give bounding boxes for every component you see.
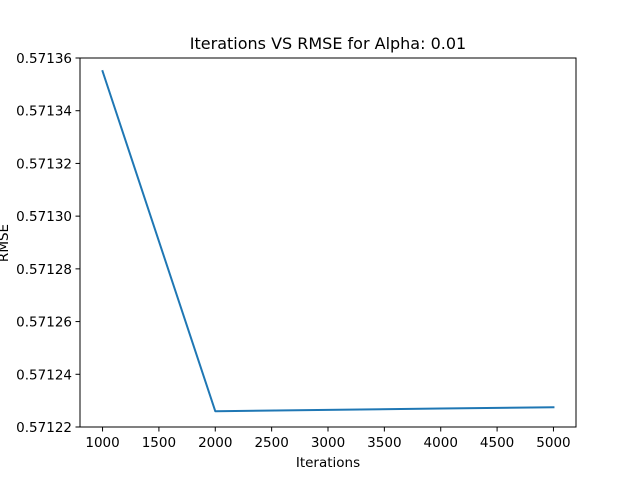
y-tick-label: 0.57132 xyxy=(16,156,72,172)
x-tick-label: 4000 xyxy=(424,435,458,451)
y-tick-label: 0.57128 xyxy=(16,262,72,278)
y-tick-label: 0.57130 xyxy=(16,209,72,225)
x-tick-label: 5000 xyxy=(536,435,570,451)
x-tick-label: 3000 xyxy=(311,435,345,451)
x-tick-label: 1000 xyxy=(85,435,119,451)
y-tick-label: 0.57122 xyxy=(16,420,72,436)
y-tick-label: 0.57124 xyxy=(16,367,72,383)
x-tick-label: 2000 xyxy=(198,435,232,451)
y-tick-label: 0.57134 xyxy=(16,104,72,120)
x-tick-label: 3500 xyxy=(367,435,401,451)
x-axis-label: Iterations xyxy=(296,455,360,471)
y-tick-label: 0.57126 xyxy=(16,315,72,331)
y-axis-label: RMSE xyxy=(0,224,12,262)
y-tick-label: 0.57136 xyxy=(16,51,72,67)
x-tick-label: 2500 xyxy=(254,435,288,451)
x-tick-label: 4500 xyxy=(480,435,514,451)
axis-ticks: 1000 1500 2000 2500 3000 3500 4000 4500 5000 0.57… xyxy=(16,51,570,451)
series-line-0 xyxy=(101,69,555,413)
x-tick-label: 1500 xyxy=(142,435,176,451)
chart-title: Iterations VS RMSE for Alpha: 0.01 xyxy=(190,34,466,53)
